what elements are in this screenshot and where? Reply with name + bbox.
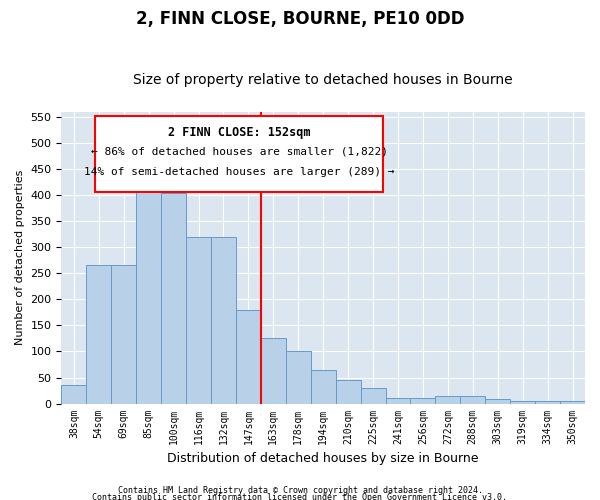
Bar	[560, 401, 585, 404]
Bar	[186, 237, 211, 404]
Bar	[410, 398, 436, 404]
Bar	[311, 370, 335, 404]
Text: Contains HM Land Registry data © Crown copyright and database right 2024.: Contains HM Land Registry data © Crown c…	[118, 486, 482, 495]
Bar	[61, 386, 86, 404]
Bar	[136, 180, 161, 404]
Bar	[335, 380, 361, 404]
Bar	[436, 396, 460, 404]
Bar	[361, 388, 386, 404]
Text: ← 86% of detached houses are smaller (1,822): ← 86% of detached houses are smaller (1,…	[91, 147, 388, 157]
Text: 2, FINN CLOSE, BOURNE, PE10 0DD: 2, FINN CLOSE, BOURNE, PE10 0DD	[136, 10, 464, 28]
Bar	[485, 400, 510, 404]
Bar	[86, 266, 111, 404]
X-axis label: Distribution of detached houses by size in Bourne: Distribution of detached houses by size …	[167, 452, 479, 465]
Bar	[261, 338, 286, 404]
Bar	[535, 401, 560, 404]
Bar	[286, 352, 311, 404]
Text: 2 FINN CLOSE: 152sqm: 2 FINN CLOSE: 152sqm	[168, 126, 311, 140]
Bar	[510, 401, 535, 404]
Bar	[161, 192, 186, 404]
Text: Contains public sector information licensed under the Open Government Licence v3: Contains public sector information licen…	[92, 494, 508, 500]
Y-axis label: Number of detached properties: Number of detached properties	[15, 170, 25, 346]
Bar	[460, 396, 485, 404]
Bar	[211, 237, 236, 404]
Text: 14% of semi-detached houses are larger (289) →: 14% of semi-detached houses are larger (…	[84, 167, 395, 177]
Bar	[386, 398, 410, 404]
Bar	[236, 310, 261, 404]
Title: Size of property relative to detached houses in Bourne: Size of property relative to detached ho…	[133, 73, 513, 87]
Bar	[111, 266, 136, 404]
FancyBboxPatch shape	[95, 116, 383, 192]
